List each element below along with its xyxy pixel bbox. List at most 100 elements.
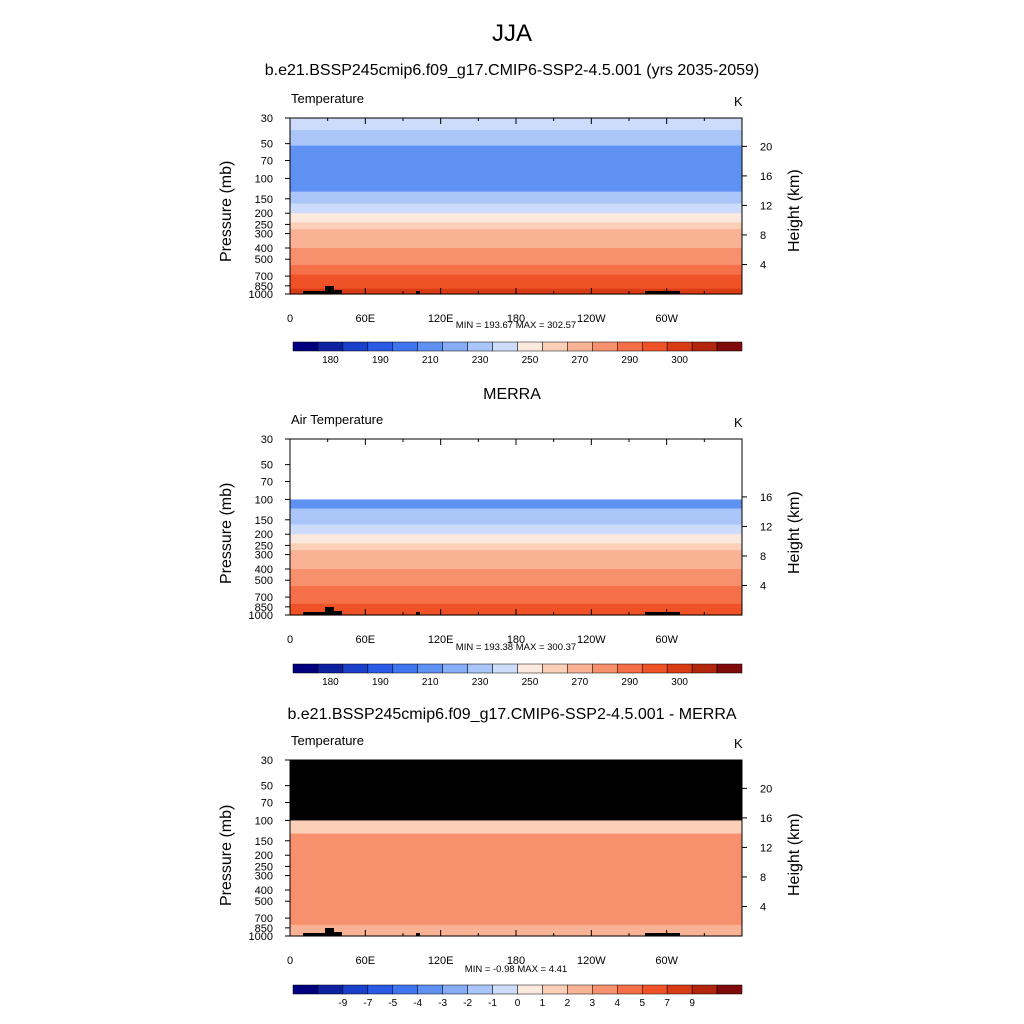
topography-mask: [645, 612, 680, 615]
colorbar-label: 230: [472, 355, 489, 366]
height-tick-label: 8: [760, 551, 766, 563]
colorbar-swatch: [342, 984, 369, 995]
y-tick-label: 50: [261, 139, 273, 151]
colorbar-swatch: [367, 984, 394, 995]
colorbar-swatch: [542, 984, 568, 995]
colorbar-label: 290: [621, 677, 638, 688]
colorbar-swatch: [617, 663, 643, 674]
colorbar-label: 270: [572, 677, 589, 688]
colorbar-label: 2: [565, 998, 571, 1009]
panel-3-units: K: [734, 736, 743, 751]
main-title: JJA: [491, 20, 532, 47]
colorbar-swatch: [342, 341, 369, 352]
y-tick-label: 400: [255, 885, 273, 897]
colorbar-swatch: [442, 984, 468, 995]
colorbar-swatch: [367, 663, 394, 674]
contour-band: [290, 229, 742, 239]
colorbar-label: 290: [621, 355, 638, 366]
panel-2-minmax: MIN = 193.38 MAX = 300.37: [455, 642, 577, 653]
colorbar-swatch: [716, 984, 743, 995]
x-tick-label: 60E: [356, 313, 376, 325]
x-tick-label: 120E: [428, 955, 454, 967]
contour-band: [290, 222, 742, 230]
colorbar-swatch: [492, 663, 518, 674]
colorbar-label: 5: [639, 998, 645, 1009]
contour-band: [290, 569, 742, 578]
colorbar-swatch: [417, 341, 443, 352]
contour-band: [290, 248, 742, 257]
colorbar-label: 210: [422, 677, 439, 688]
contour-band: [290, 910, 742, 926]
x-tick-label: 180: [507, 634, 525, 646]
contour-band: [290, 274, 742, 284]
colorbar-swatch: [417, 984, 443, 995]
colorbar-swatch: [392, 984, 418, 995]
y-tick-label: 300: [255, 229, 273, 241]
colorbar-swatch: [367, 341, 394, 352]
contour-band: [290, 595, 742, 605]
topography-mask: [303, 291, 318, 294]
colorbar-swatch: [716, 341, 743, 352]
colorbar-swatch: [292, 984, 319, 995]
topography-mask: [334, 290, 342, 294]
x-tick-label: 120W: [577, 634, 606, 646]
colorbar-swatch: [617, 341, 643, 352]
colorbar-swatch: [592, 984, 618, 995]
y-tick-label: 200: [255, 850, 273, 862]
x-tick-label: 120W: [577, 955, 606, 967]
colorbar-swatch: [517, 341, 543, 352]
panel-1-title: b.e21.BSSP245cmip6.f09_g17.CMIP6-SSP2-4.…: [264, 62, 760, 79]
y-tick-label: 150: [255, 836, 273, 848]
height-tick-label: 20: [760, 141, 772, 153]
y-tick-label: 70: [261, 477, 273, 489]
colorbar-swatch: [292, 341, 319, 352]
colorbar-label: 190: [372, 355, 389, 366]
colorbar-swatch: [492, 984, 518, 995]
contour-band: [290, 213, 742, 223]
contour-band: [290, 577, 742, 587]
y-tick-label: 150: [255, 194, 273, 206]
colorbar-swatch: [691, 663, 718, 674]
y-tick-label: 70: [261, 798, 273, 810]
colorbar-swatch: [617, 984, 643, 995]
y-tick-label: 30: [261, 755, 273, 767]
contour-band: [290, 118, 742, 131]
panel-3-title: b.e21.BSSP245cmip6.f09_g17.CMIP6-SSP2-4.…: [287, 706, 737, 723]
colorbar-label: -4: [413, 998, 422, 1009]
height-tick-label: 8: [760, 872, 766, 884]
colorbar-swatch: [517, 984, 543, 995]
y-tick-label: 200: [255, 208, 273, 220]
panel-1-variable-label: Temperature: [291, 91, 364, 106]
x-tick-label: 60E: [356, 634, 376, 646]
y-tick-label: 1000: [249, 931, 273, 943]
y-tick-label: 50: [261, 781, 273, 793]
colorbar-swatch: [442, 663, 468, 674]
y-tick-label: 400: [255, 243, 273, 255]
colorbar-swatch: [467, 663, 493, 674]
x-tick-label: 120W: [577, 313, 606, 325]
height-tick-label: 20: [760, 783, 772, 795]
y-tick-label: 70: [261, 156, 273, 168]
x-tick-label: 0: [287, 634, 293, 646]
y-tick-label: 700: [255, 592, 273, 604]
y-tick-label: 700: [255, 913, 273, 925]
y-tick-label: 500: [255, 254, 273, 266]
colorbar-label: 9: [689, 998, 695, 1009]
topography-mask: [334, 611, 342, 615]
colorbar-swatch: [567, 341, 593, 352]
colorbar-swatch: [592, 663, 618, 674]
topography-mask: [416, 612, 420, 615]
colorbar-label: 270: [572, 355, 589, 366]
colorbar-label: 3: [590, 998, 596, 1009]
topography-mask: [416, 933, 420, 936]
colorbar-swatch: [567, 663, 593, 674]
y-tick-label: 100: [255, 494, 273, 506]
panel-2-title: MERRA: [483, 386, 541, 403]
colorbar-swatch: [542, 663, 568, 674]
contour-band: [290, 524, 742, 535]
height-tick-label: 4: [760, 901, 766, 913]
topography-mask: [318, 612, 325, 615]
colorbar-swatch: [317, 984, 344, 995]
colorbar-swatch: [317, 341, 344, 352]
